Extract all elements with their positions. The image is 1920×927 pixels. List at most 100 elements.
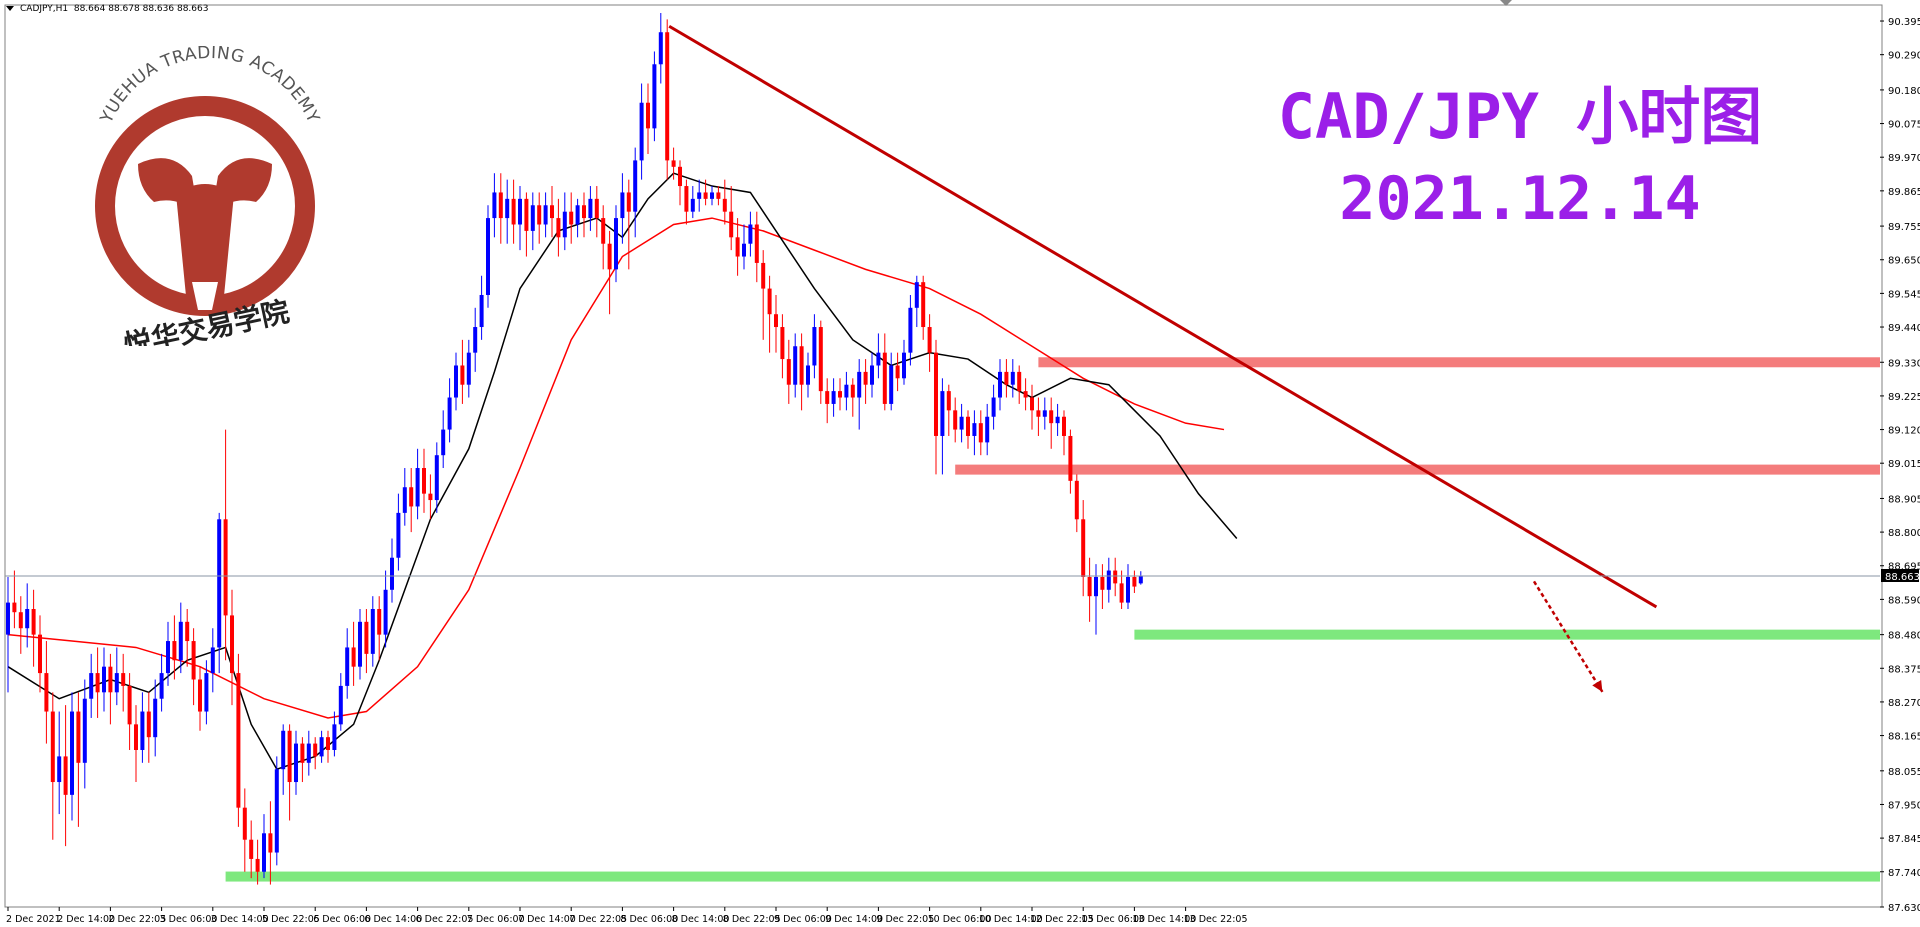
- candle-body: [761, 262, 766, 289]
- candle-body: [415, 468, 420, 507]
- current-price-tag: [1881, 568, 1919, 582]
- candle: [678, 160, 682, 206]
- candle: [511, 179, 516, 244]
- candle-body: [646, 102, 650, 129]
- candle-body: [294, 743, 298, 783]
- candle-body: [863, 371, 868, 385]
- candle-body: [966, 416, 970, 436]
- x-tick-label: 5 Dec 22:05: [262, 914, 320, 925]
- candle-body: [370, 609, 375, 654]
- zone-resistance-upper: [1038, 357, 1880, 368]
- candle-body: [159, 673, 164, 699]
- candle: [1030, 384, 1034, 430]
- candle-body: [377, 609, 382, 635]
- candle-body: [82, 698, 87, 763]
- candle-body: [902, 352, 906, 379]
- chart-shift-marker-icon[interactable]: [1500, 0, 1512, 6]
- candle: [140, 692, 145, 763]
- candle: [895, 352, 900, 392]
- ma-slow-layer: [7, 217, 1225, 719]
- candle: [524, 192, 529, 257]
- candle: [422, 448, 426, 513]
- candle-body: [607, 243, 612, 270]
- candle-body: [198, 679, 202, 712]
- candle: [863, 359, 868, 404]
- candle-body: [121, 673, 126, 686]
- logo-emblem-icon: [138, 158, 272, 310]
- candle-body: [12, 602, 17, 613]
- candle-body: [831, 391, 836, 404]
- x-tick-label: 10 Dec 06:00: [928, 914, 992, 925]
- candle: [274, 756, 279, 866]
- candle-body: [697, 192, 702, 199]
- candle-body: [230, 615, 234, 674]
- candle: [959, 403, 964, 443]
- candle-body: [690, 198, 695, 212]
- candle: [575, 198, 580, 238]
- trendline-layer[interactable]: [668, 24, 1658, 609]
- candle: [460, 339, 465, 404]
- candle-body: [518, 198, 522, 225]
- candle: [127, 673, 132, 750]
- candle: [934, 339, 938, 475]
- x-tick-label: 7 Dec 22:05: [569, 914, 627, 925]
- y-tick-label: 87.845: [1888, 834, 1920, 845]
- candle: [402, 468, 407, 526]
- x-tick-label: 7 Dec 06:00: [467, 914, 525, 925]
- candle-body: [422, 468, 426, 494]
- candle-body: [511, 198, 516, 225]
- candle: [601, 205, 606, 270]
- x-tick-label: 9 Dec 06:00: [774, 914, 832, 925]
- candle: [1042, 397, 1047, 430]
- candle-body: [588, 198, 593, 219]
- candle: [57, 711, 62, 815]
- x-tick-label: 9 Dec 22:05: [876, 914, 934, 925]
- x-tick-label: 6 Dec 14:00: [364, 914, 422, 925]
- candle-body: [914, 282, 919, 308]
- candle-body: [569, 211, 574, 225]
- y-tick-label: 89.225: [1888, 392, 1920, 403]
- candle-body: [242, 807, 247, 840]
- candle-body: [460, 365, 465, 385]
- candle: [703, 179, 708, 206]
- candle: [1113, 557, 1118, 597]
- candle: [166, 621, 170, 686]
- candle: [159, 653, 164, 712]
- candle: [921, 275, 926, 340]
- candle-body: [1138, 575, 1143, 584]
- candle-body: [882, 352, 887, 404]
- candle: [1062, 410, 1066, 456]
- candle-body: [946, 391, 951, 411]
- candle: [313, 737, 318, 770]
- candle-body: [684, 186, 689, 212]
- candle: [287, 724, 292, 821]
- y-tick-label: 87.740: [1888, 868, 1920, 879]
- candle-body: [498, 192, 503, 219]
- y-tick-label: 89.970: [1888, 153, 1920, 164]
- candle: [1004, 359, 1009, 398]
- candle: [684, 179, 689, 225]
- candle-body: [991, 397, 996, 417]
- candle: [1119, 570, 1124, 610]
- x-tick-label: 13 Dec 22:05: [1184, 914, 1248, 925]
- candle-body: [146, 711, 151, 738]
- candle: [818, 320, 823, 404]
- candle: [812, 314, 817, 379]
- dropdown-triangle-icon[interactable]: [6, 6, 14, 11]
- candle-body: [281, 730, 286, 770]
- candle-body: [313, 743, 318, 757]
- candle: [940, 378, 945, 475]
- candle: [966, 410, 970, 449]
- candle: [473, 307, 478, 372]
- candle: [1010, 359, 1015, 398]
- candle: [697, 179, 702, 212]
- candle: [82, 679, 87, 789]
- candle: [12, 570, 17, 629]
- candle: [332, 711, 337, 757]
- candle: [889, 352, 894, 411]
- candle: [991, 384, 996, 430]
- candle: [742, 224, 746, 270]
- candle: [50, 692, 55, 840]
